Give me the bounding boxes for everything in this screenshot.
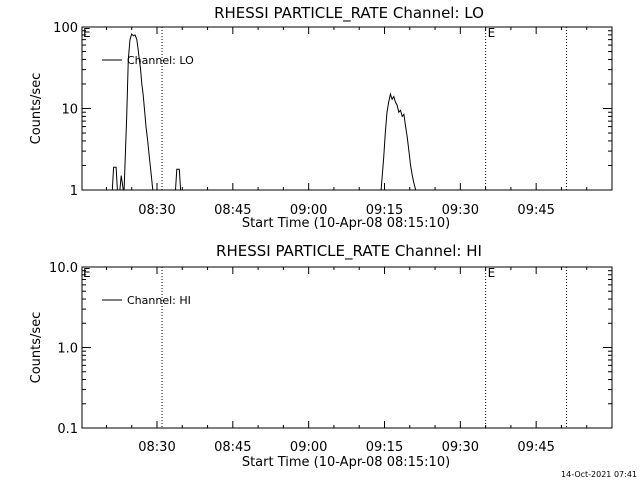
lo-series-line bbox=[111, 166, 118, 191]
lo-y-tick-label: 100 bbox=[53, 21, 78, 36]
hi-x-tick-label: 08:30 bbox=[138, 440, 175, 455]
hi-x-tick-label: 09:15 bbox=[366, 440, 403, 455]
footer-timestamp: 14-Oct-2021 07:41 bbox=[561, 470, 637, 479]
lo-y-tick-label: 1 bbox=[70, 184, 78, 199]
lo-y-axis-label: Counts/sec bbox=[29, 73, 44, 145]
hi-time-marker-label: E bbox=[488, 266, 496, 280]
hi-y-tick-label: 1.0 bbox=[57, 342, 78, 357]
lo-corner-label: E bbox=[83, 26, 91, 40]
hi-plot-frame bbox=[81, 266, 613, 429]
hi-chart-title: RHESSI PARTICLE_RATE Channel: HI bbox=[216, 242, 482, 261]
hi-y-tick-label: 10.0 bbox=[49, 261, 78, 276]
hi-x-tick-label: 09:00 bbox=[290, 440, 327, 455]
lo-x-tick-label: 09:15 bbox=[366, 203, 403, 218]
lo-series-line bbox=[123, 33, 154, 191]
hi-x-axis-label: Start Time (10-Apr-08 08:15:10) bbox=[242, 455, 450, 470]
hi-corner-label: E bbox=[83, 266, 91, 280]
lo-plot-frame bbox=[81, 26, 613, 191]
hi-x-tick-label: 08:45 bbox=[214, 440, 251, 455]
hi-x-tick-label: 09:30 bbox=[442, 440, 479, 455]
lo-chart-title: RHESSI PARTICLE_RATE Channel: LO bbox=[214, 4, 484, 23]
lo-y-tick-label: 10 bbox=[61, 103, 78, 118]
lo-x-tick-label: 08:30 bbox=[138, 203, 175, 218]
lo-x-tick-label: 09:30 bbox=[442, 203, 479, 218]
lo-series-line bbox=[119, 175, 124, 191]
hi-chart: RHESSI PARTICLE_RATE Channel: HI 08:30 08:… bbox=[29, 242, 613, 470]
hi-x-tick-label: 09:45 bbox=[517, 440, 554, 455]
lo-x-axis-label: Start Time (10-Apr-08 08:15:10) bbox=[242, 216, 450, 231]
hi-legend-label: Channel: HI bbox=[127, 294, 191, 307]
lo-x-tick-label: 09:00 bbox=[290, 203, 327, 218]
lo-legend-label: Channel: LO bbox=[127, 54, 194, 67]
hi-y-axis-label: Counts/sec bbox=[29, 312, 44, 384]
lo-chart: RHESSI PARTICLE_RATE Channel: LO 08:30 08:… bbox=[29, 4, 613, 231]
lo-x-tick-label: 09:45 bbox=[517, 203, 554, 218]
lo-x-tick-label: 08:45 bbox=[214, 203, 251, 218]
lo-series-line bbox=[380, 92, 417, 191]
hi-y-tick-label: 0.1 bbox=[57, 422, 78, 437]
lo-series-line bbox=[175, 168, 182, 191]
lo-time-marker-label: E bbox=[488, 26, 496, 40]
